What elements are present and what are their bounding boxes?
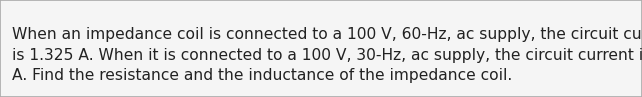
- Text: When an impedance coil is connected to a 100 V, 60-Hz, ac supply, the circuit cu: When an impedance coil is connected to a…: [12, 27, 642, 83]
